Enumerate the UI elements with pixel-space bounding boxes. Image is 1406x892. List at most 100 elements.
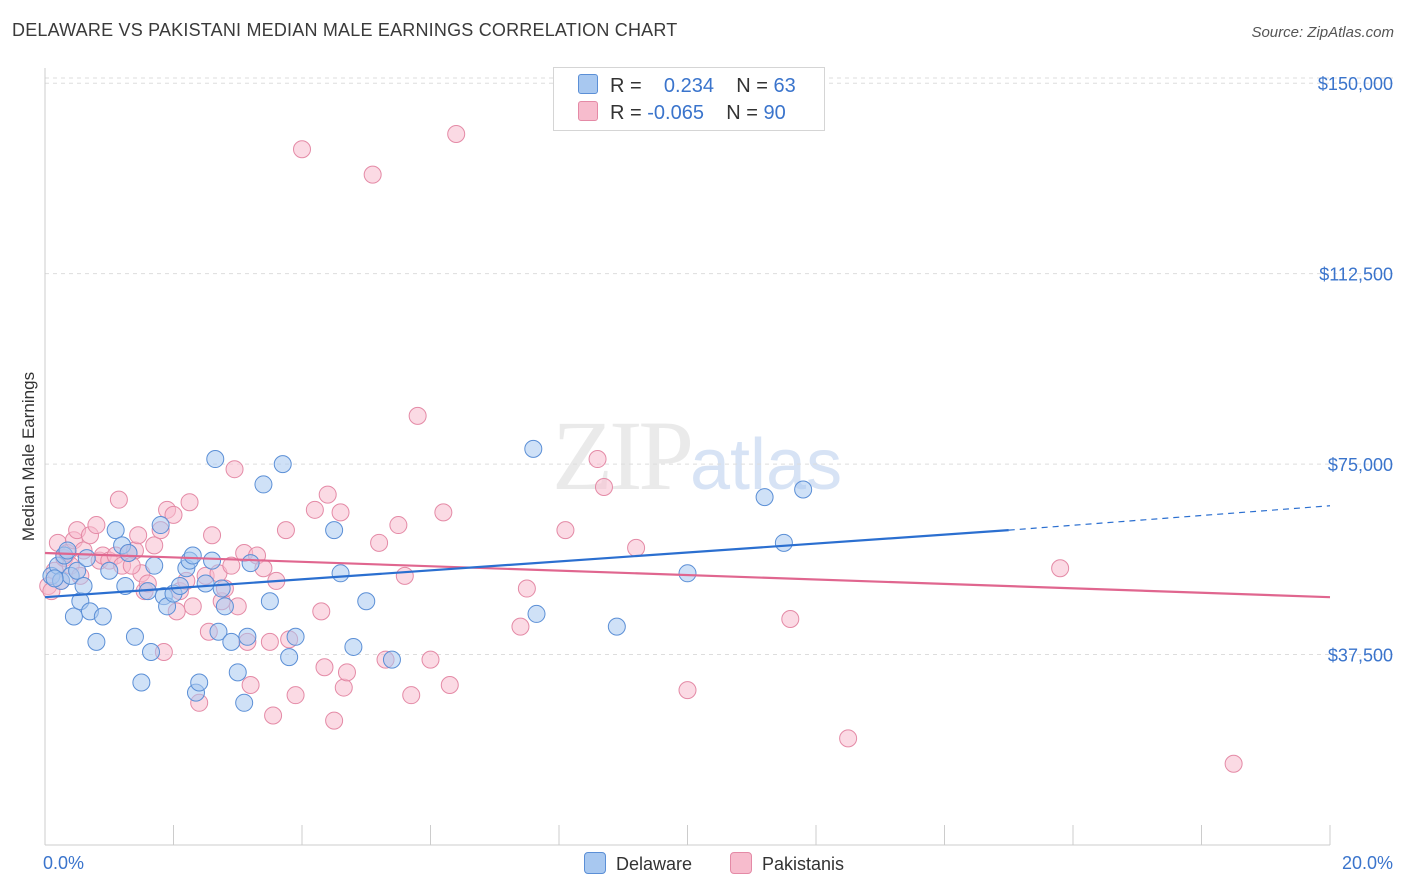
x-tick-label: 20.0% — [1342, 853, 1393, 873]
pakistanis-point — [286, 686, 305, 705]
delaware-point — [119, 543, 138, 562]
legend-r-label: R = — [610, 75, 642, 97]
pakistanis-point — [334, 678, 353, 697]
delaware-point — [235, 693, 254, 712]
delaware-point — [196, 574, 215, 593]
y-tick-label: $37,500 — [1328, 646, 1393, 666]
delaware-point — [527, 604, 546, 623]
pakistanis-point — [183, 597, 202, 616]
delaware-point — [203, 551, 222, 570]
delaware-point — [794, 480, 813, 499]
delaware-point — [215, 597, 234, 616]
delaware-point — [607, 617, 626, 636]
pakistanis-point — [627, 538, 646, 557]
legend-row-delaware: R = 0.234 N = 63 — [578, 74, 796, 100]
legend-n-label: N = — [736, 75, 768, 97]
pakistanis-point — [87, 516, 106, 535]
pakistanis-point — [337, 663, 356, 682]
pakistanis-point — [588, 450, 607, 469]
pakistanis-point — [517, 579, 536, 598]
pakistanis-point — [241, 676, 260, 695]
pakistanis-point — [395, 566, 414, 585]
delaware-swatch — [584, 852, 606, 874]
delaware-point — [190, 673, 209, 692]
y-axis-title: Median Male Earnings — [19, 372, 38, 541]
legend-n-value: 63 — [773, 75, 796, 97]
legend-r-label: R = — [610, 102, 642, 124]
pakistanis-point — [370, 533, 389, 552]
pakistanis-point — [325, 711, 344, 730]
pakistanis-point — [402, 686, 421, 705]
pakistanis-point — [315, 658, 334, 677]
bottom-legend-delaware-label: Delaware — [616, 854, 693, 874]
pakistanis-point — [222, 556, 241, 575]
pakistanis-point — [389, 516, 408, 535]
delaware-point — [125, 627, 144, 646]
pakistanis-point — [331, 503, 350, 522]
correlation-legend: R = 0.234 N = 63 R = -0.065 N = 90 — [553, 67, 825, 131]
delaware-point — [170, 577, 189, 595]
tick-labels: $37,500 $75,000 $112,500 $150,000 0.0% 20.0% M… — [19, 74, 1393, 873]
legend-r-value: 0.234 — [663, 75, 714, 97]
y-tick-label: $75,000 — [1328, 455, 1393, 475]
delaware-point — [64, 607, 83, 626]
bottom-legend-delaware: Delaware — [584, 852, 692, 875]
pakistanis-point — [678, 681, 697, 700]
delaware-point — [142, 643, 161, 662]
watermark: ZIPatlas — [552, 398, 842, 513]
pakistanis-point — [447, 125, 466, 144]
delaware-point — [87, 632, 106, 651]
pakistanis-point — [264, 706, 283, 725]
delaware-point — [241, 554, 260, 573]
pakistanis-point — [408, 406, 427, 425]
pakistanis-point — [421, 650, 440, 669]
delaware-point — [238, 627, 257, 646]
watermark-zip: ZIP — [552, 400, 694, 511]
pakistanis-point — [129, 526, 148, 545]
bottom-legend-pakistanis-label: Pakistanis — [762, 854, 845, 874]
pakistanis-point — [511, 617, 530, 636]
delaware-point — [382, 650, 401, 669]
delaware-point — [524, 439, 543, 458]
delaware-point — [151, 516, 170, 535]
delaware-point — [45, 569, 64, 588]
delaware-point — [77, 549, 96, 568]
pakistanis-swatch — [578, 101, 598, 121]
delaware-point — [260, 592, 279, 611]
pakistanis-point — [318, 485, 337, 504]
y-tick-label: $112,500 — [1319, 265, 1393, 285]
pakistanis-point — [276, 521, 295, 540]
pakistanis-point — [1224, 754, 1243, 773]
y-tick-label: $150,000 — [1318, 74, 1393, 94]
pakistanis-points — [39, 109, 1243, 773]
delaware-point — [74, 577, 93, 595]
delaware-point — [100, 561, 119, 580]
pakistanis-swatch — [730, 852, 752, 874]
delaware-point — [678, 564, 697, 583]
pakistanis-point — [556, 521, 575, 540]
delaware-point — [273, 455, 292, 474]
delaware-point — [254, 475, 273, 494]
pakistanis-point — [305, 500, 324, 519]
pakistanis-point — [1051, 559, 1070, 578]
legend-n-label: N = — [726, 102, 758, 124]
legend-r-value: -0.065 — [647, 102, 704, 124]
pakistanis-point — [109, 490, 128, 509]
delaware-swatch — [578, 74, 598, 94]
pakistanis-point — [225, 460, 244, 479]
delaware-point — [325, 521, 344, 540]
delaware-point — [286, 627, 305, 646]
pakistanis-point — [164, 505, 183, 524]
source-label: Source: ZipAtlas.com — [1251, 24, 1394, 41]
x-tick-label: 0.0% — [43, 853, 84, 873]
bottom-legend-pakistanis: Pakistanis — [730, 852, 844, 875]
axes — [44, 68, 1331, 846]
pakistanis-point — [440, 676, 459, 695]
delaware-point — [228, 663, 247, 682]
delaware-trend-extension — [1008, 505, 1331, 531]
delaware-point — [774, 533, 793, 552]
delaware-point — [222, 632, 241, 651]
chart-title: DELAWARE VS PAKISTANI MEDIAN MALE EARNIN… — [12, 20, 678, 40]
delaware-point — [280, 648, 299, 667]
